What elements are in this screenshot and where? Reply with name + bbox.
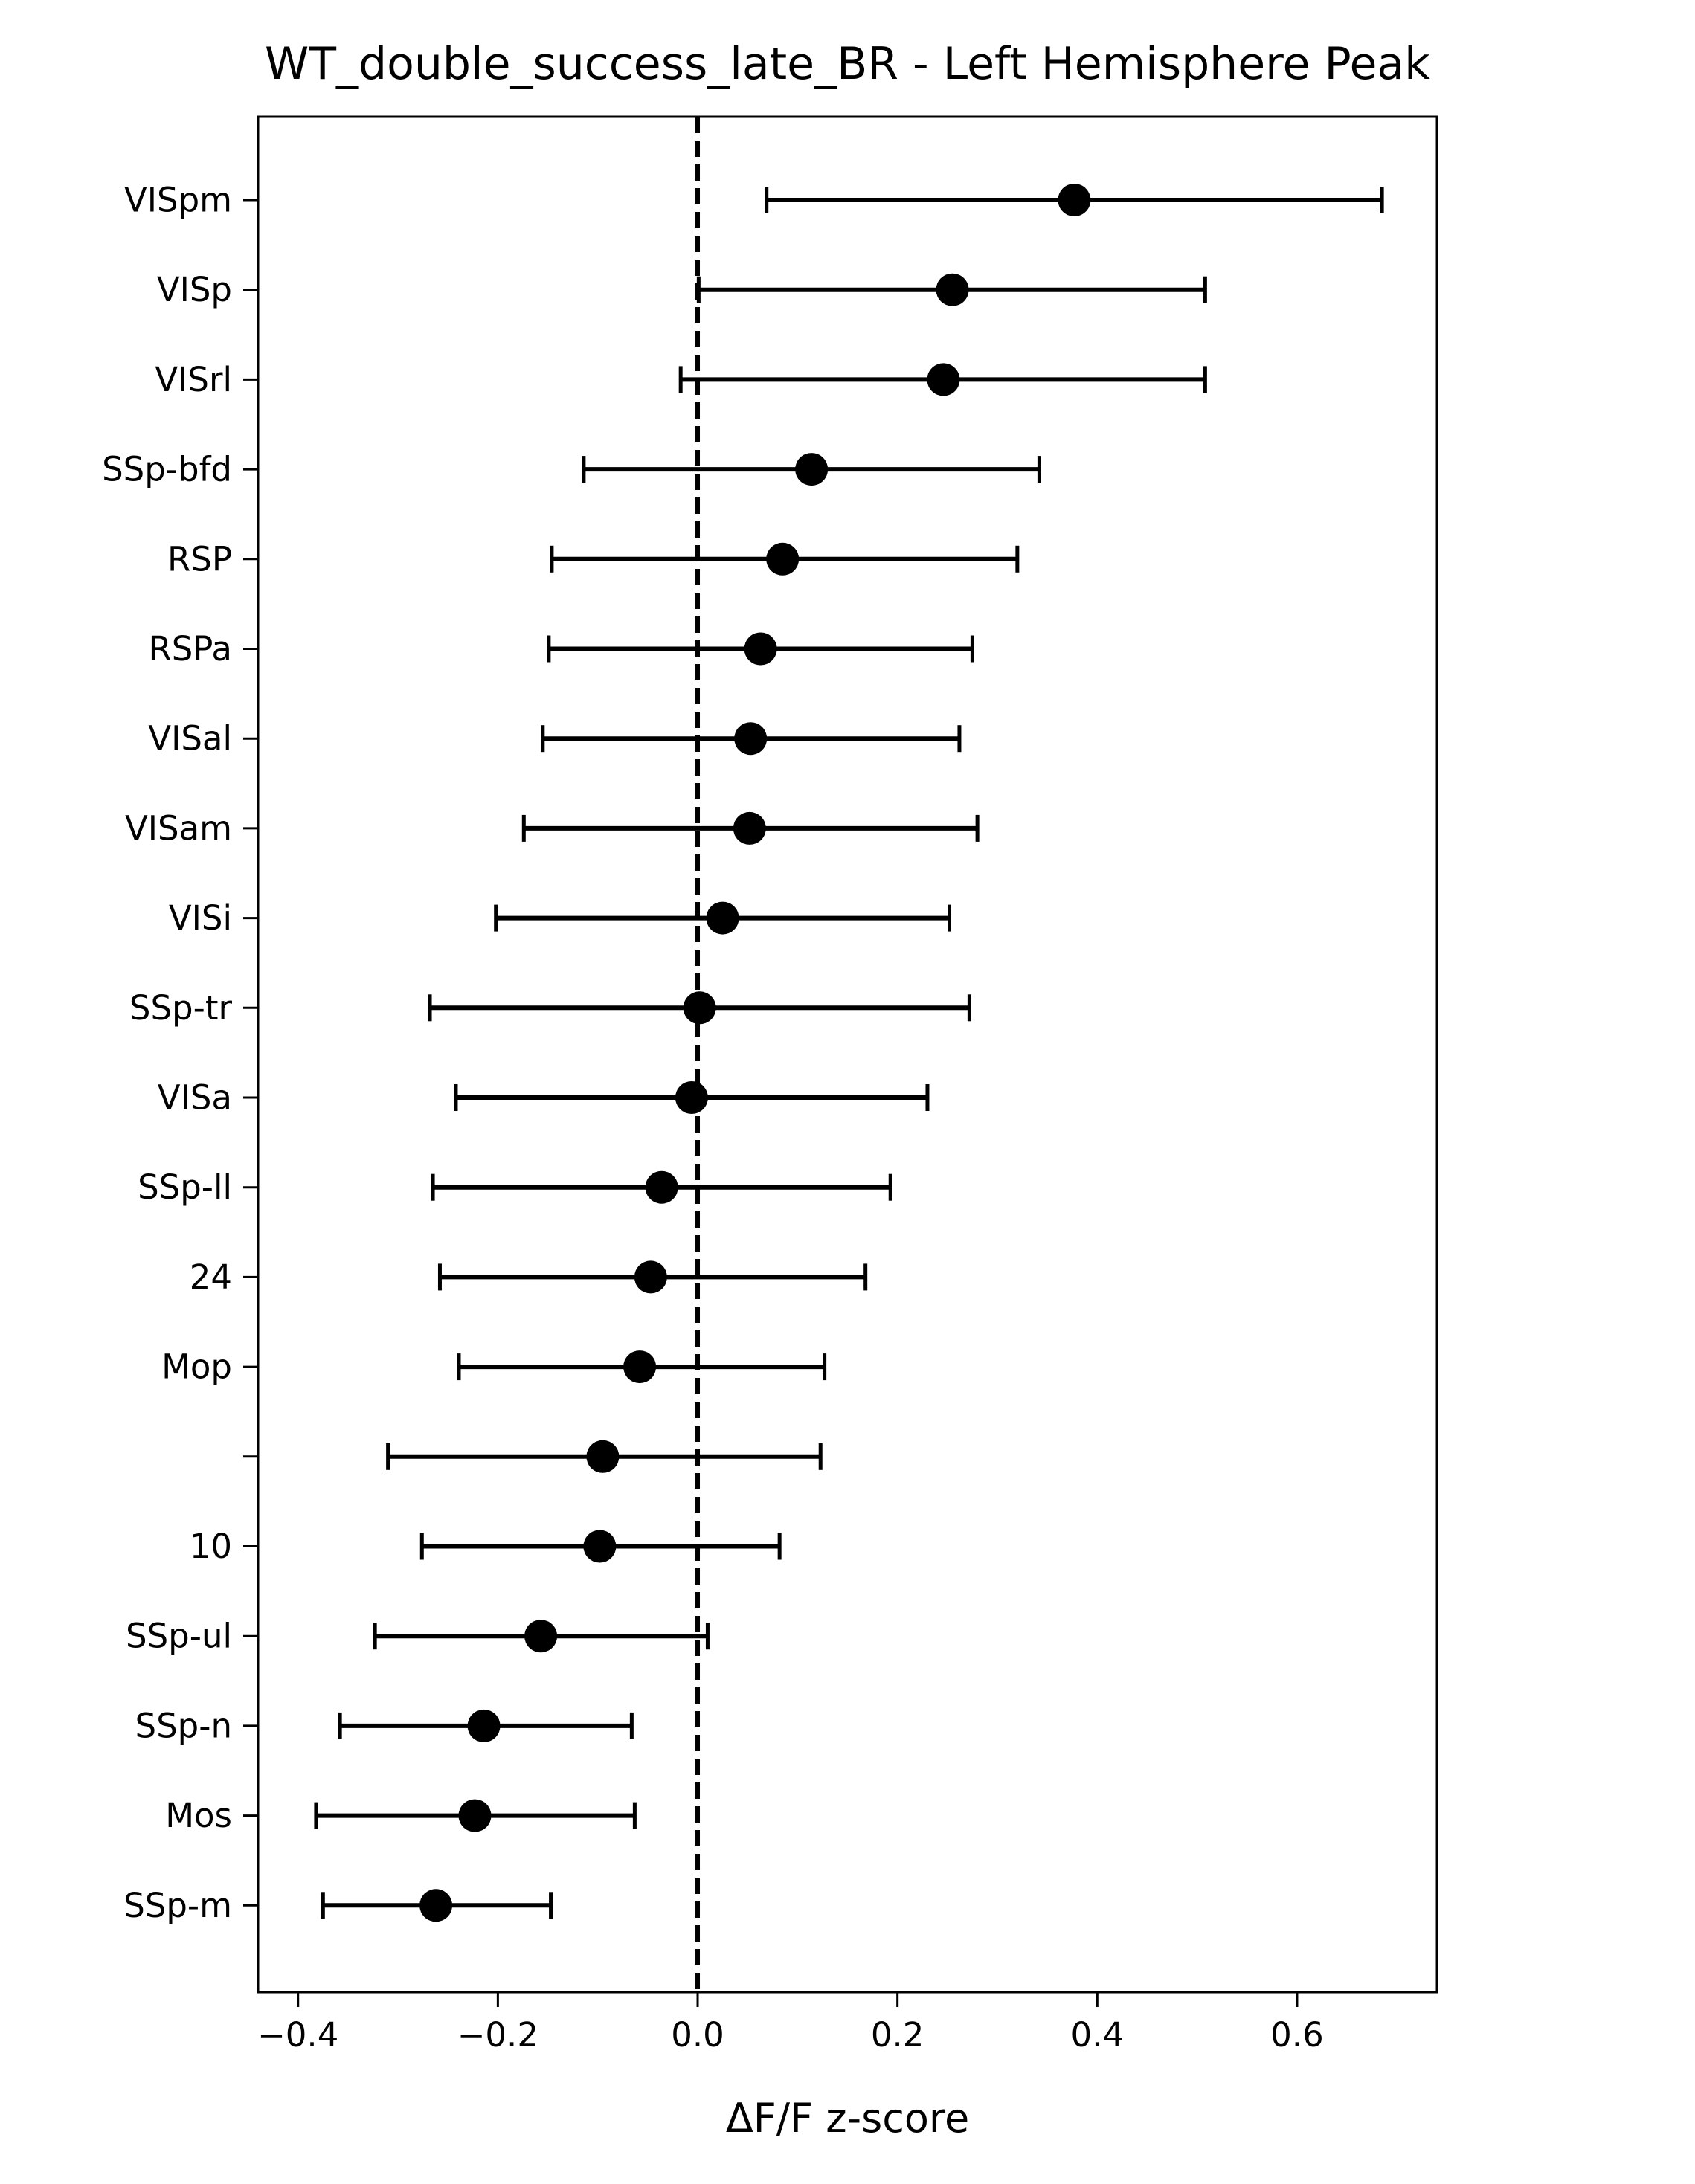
y-tick-label: SSp-ul: [126, 1617, 232, 1656]
y-tick-label: VISal: [148, 719, 232, 758]
x-tick-label: 0.0: [671, 2015, 724, 2055]
data-point: [733, 811, 766, 845]
data-point: [734, 722, 768, 756]
plot-area: [314, 117, 1384, 1992]
data-point: [795, 453, 829, 486]
y-tick-label: SSp-bfd: [102, 450, 232, 489]
errorbar-row: [457, 1350, 827, 1384]
data-point: [675, 1081, 708, 1114]
errorbar-row: [419, 1530, 782, 1563]
errorbar-row: [582, 453, 1041, 486]
data-point: [683, 991, 716, 1025]
errorbar-row: [678, 363, 1207, 396]
y-tick-label: SSp-m: [123, 1886, 232, 1925]
data-point: [936, 273, 969, 306]
data-point: [645, 1170, 678, 1204]
y-tick-label: VISp: [157, 270, 232, 309]
errorbar-row: [521, 811, 980, 845]
y-tick-label: RSPa: [148, 629, 232, 669]
x-tick-label: 0.6: [1270, 2015, 1324, 2055]
data-point: [419, 1889, 453, 1922]
data-point: [744, 632, 777, 666]
y-axis: VISpm VISp VISrl SSp-bfd RSP RSPa VISal VISam VI…: [102, 181, 258, 1925]
data-point: [623, 1350, 657, 1384]
errorbar-row: [454, 1081, 930, 1114]
errorbar-row: [386, 1440, 823, 1473]
x-tick-label: 0.2: [871, 2015, 924, 2055]
errorbar-row: [541, 722, 962, 756]
errorbar-row: [321, 1889, 553, 1922]
axes-frame: [257, 115, 1438, 1994]
y-tick-label: VISam: [125, 808, 232, 848]
data-point: [524, 1620, 558, 1653]
x-tick-label: −0.4: [257, 2015, 338, 2055]
data-point: [766, 542, 800, 576]
errorbar-row: [437, 1260, 868, 1294]
errorbar-row: [696, 273, 1207, 306]
errorbar-row: [338, 1709, 634, 1742]
x-axis: −0.4 −0.2 0.0 0.2 0.4 0.6: [257, 1992, 1324, 2055]
y-tick-label: Mos: [165, 1796, 232, 1835]
errorbar-row: [431, 1170, 892, 1204]
x-axis-label: ΔF/F z-score: [726, 2095, 969, 2142]
errorbar-row: [550, 542, 1020, 576]
data-point: [458, 1799, 492, 1832]
x-tick-label: −0.2: [457, 2015, 538, 2055]
y-tick-label: VISpm: [124, 181, 232, 220]
y-tick-label: SSp-tr: [129, 988, 233, 1028]
y-tick-label: VISrl: [155, 360, 232, 399]
errorbar-row: [314, 1799, 637, 1832]
y-tick-label: SSp-n: [135, 1706, 232, 1745]
errorbar-row: [428, 991, 971, 1025]
chart-title: WT_double_success_late_BR - Left Hemisph…: [265, 38, 1430, 90]
y-tick-label: 24: [190, 1257, 232, 1297]
y-tick-label: VISi: [169, 898, 232, 938]
errorbar-row: [373, 1620, 710, 1653]
data-point: [583, 1530, 617, 1563]
data-point: [634, 1260, 667, 1294]
y-tick-label: 10: [190, 1527, 232, 1566]
data-point: [467, 1709, 501, 1742]
x-tick-label: 0.4: [1071, 2015, 1125, 2055]
y-tick-label: RSP: [167, 539, 232, 579]
data-point: [1058, 184, 1091, 216]
y-tick-label: Mop: [161, 1347, 232, 1387]
data-point: [706, 901, 739, 935]
errorbar-row: [494, 901, 952, 935]
errorbar-row: [547, 632, 974, 666]
data-point: [586, 1440, 620, 1473]
data-point: [927, 363, 960, 396]
errorbar-row: [765, 184, 1384, 216]
y-tick-label: VISa: [158, 1078, 232, 1118]
y-tick-label: SSp-ll: [138, 1167, 232, 1207]
